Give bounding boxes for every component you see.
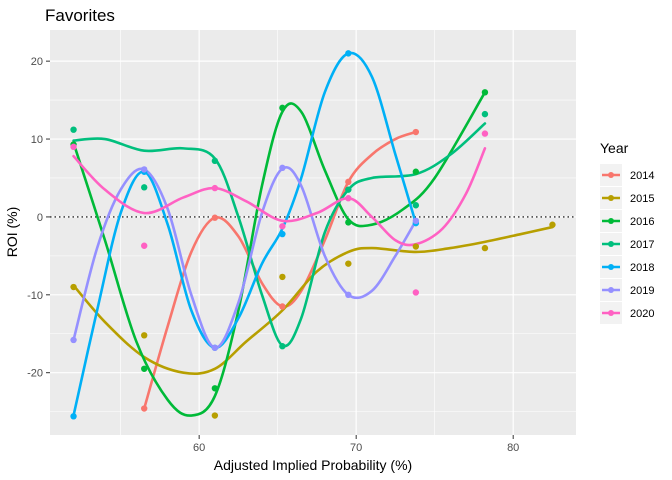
legend-items: 2014 2015 2016 2017 2018 2019 2020 [600,164,654,324]
legend-label: 2017 [630,239,654,251]
point-2017 [481,110,489,118]
legend-label: 2014 [630,170,654,182]
point-2015 [345,260,352,267]
legend-label: 2016 [630,216,654,228]
point-2016 [345,219,352,226]
x-tick-label: 60 [193,442,205,454]
y-tick-label: -20 [27,368,43,380]
legend-item-2014: 2014 [600,164,654,186]
x-axis-label: Adjusted Implied Probability (%) [214,457,412,473]
x-axis-ticks: 60 70 80 [193,435,519,454]
legend-label: 2020 [630,308,654,320]
point-2019 [345,291,352,299]
point-2020 [279,223,286,230]
point-2017 [211,157,219,165]
legend-label: 2015 [630,193,654,205]
point-2016 [211,385,219,392]
point-2016 [481,89,489,96]
point-2020 [345,195,352,202]
legend-label: 2019 [630,285,654,297]
point-2014 [279,303,286,310]
grid-minor [50,30,576,435]
legend-key-point [608,310,614,316]
point-2015 [549,221,556,228]
point-2019 [211,344,219,351]
legend-item-2020: 2020 [600,302,654,324]
curve-2020 [72,147,487,247]
legend-label: 2018 [630,262,654,274]
legend-key-point [608,195,614,201]
y-axis-ticks: -20 -10 0 10 20 [27,56,50,380]
point-2017 [345,186,352,193]
legend-item-2015: 2015 [600,187,654,209]
point-2019 [70,336,77,344]
point-2016 [279,104,286,112]
point-2018 [345,50,352,57]
curve-2019 [72,166,418,350]
point-2017 [412,202,420,209]
point-2020 [412,289,420,296]
legend-title: Year [600,140,629,156]
legend-key-point [608,264,614,270]
point-2015 [279,273,286,281]
legend-item-2019: 2019 [600,279,654,301]
point-2014 [412,128,420,136]
plot-panel [50,30,576,435]
legend-key-point [608,172,614,178]
point-2015 [412,243,420,250]
point-2020 [211,184,219,192]
point-2016 [141,365,148,372]
point-2018 [70,413,77,420]
point-2017 [141,184,148,191]
legend-item-2017: 2017 [600,233,654,255]
point-2017 [70,126,77,133]
point-2020 [481,130,489,137]
curve-2018 [72,51,418,417]
point-2016 [412,168,420,175]
chart-title: Favorites [45,6,115,25]
point-2019 [279,164,286,172]
y-tick-label: 10 [31,134,43,146]
point-2017 [279,343,286,350]
point-2019 [141,166,148,173]
data-points [70,50,556,420]
point-2014 [211,214,219,221]
point-2019 [412,217,420,225]
curve-2015 [72,225,554,375]
y-tick-label: 0 [37,212,43,224]
point-2014 [141,405,148,412]
point-2020 [70,143,77,151]
point-2015 [481,244,489,252]
point-2018 [279,230,286,238]
point-2015 [211,412,219,419]
point-2020 [141,242,148,249]
legend-key-point [608,287,614,293]
y-tick-label: -10 [27,290,43,302]
x-tick-label: 80 [507,442,519,454]
point-2015 [141,332,148,339]
x-tick-label: 70 [350,442,362,454]
legend: Year 2014 2015 2016 2017 2018 2019 2020 [600,140,654,324]
curve-2016 [72,91,487,417]
y-axis-label: ROI (%) [4,207,20,258]
legend-key-point [608,218,614,224]
point-2014 [345,178,352,186]
point-2015 [70,283,77,291]
legend-key-point [608,241,614,247]
y-tick-label: 20 [31,56,43,68]
legend-item-2018: 2018 [600,256,654,278]
legend-item-2016: 2016 [600,210,654,232]
